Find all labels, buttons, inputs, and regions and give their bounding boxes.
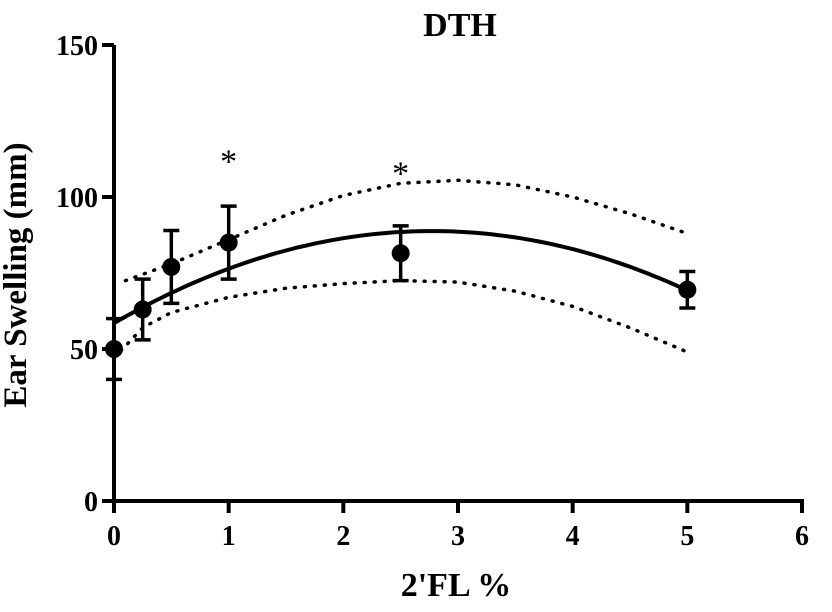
data-point xyxy=(133,300,152,319)
y-tick-label: 0 xyxy=(84,487,98,518)
significance-star: * xyxy=(392,156,409,193)
chart-title: DTH xyxy=(423,7,497,44)
x-tick-label: 0 xyxy=(107,521,121,552)
confidence-band-lower xyxy=(112,278,690,360)
data-point xyxy=(162,257,181,276)
data-point xyxy=(678,280,697,299)
y-axis-label: Ear Swelling (mm) xyxy=(0,142,34,407)
data-points xyxy=(105,233,697,358)
data-point xyxy=(391,244,410,263)
y-tick-label: 50 xyxy=(70,335,98,366)
error-bars xyxy=(106,204,696,382)
annotations: * * xyxy=(220,144,409,193)
y-tick-label: 100 xyxy=(56,183,98,214)
x-tick-label: 4 xyxy=(566,521,580,552)
significance-star: * xyxy=(220,144,237,181)
confidence-band xyxy=(112,178,690,360)
data-point xyxy=(219,233,238,252)
x-tick-label: 6 xyxy=(795,521,809,552)
x-tick-label: 3 xyxy=(451,521,465,552)
confidence-band-upper xyxy=(123,178,690,283)
x-tick-label: 2 xyxy=(336,521,350,552)
axes: 0 1 2 3 4 5 6 0 50 100 150 xyxy=(56,31,809,552)
x-axis-label: 2'FL % xyxy=(401,567,512,604)
y-tick-label: 150 xyxy=(56,31,98,62)
x-tick-label: 1 xyxy=(222,521,236,552)
x-tick-label: 5 xyxy=(680,521,694,552)
